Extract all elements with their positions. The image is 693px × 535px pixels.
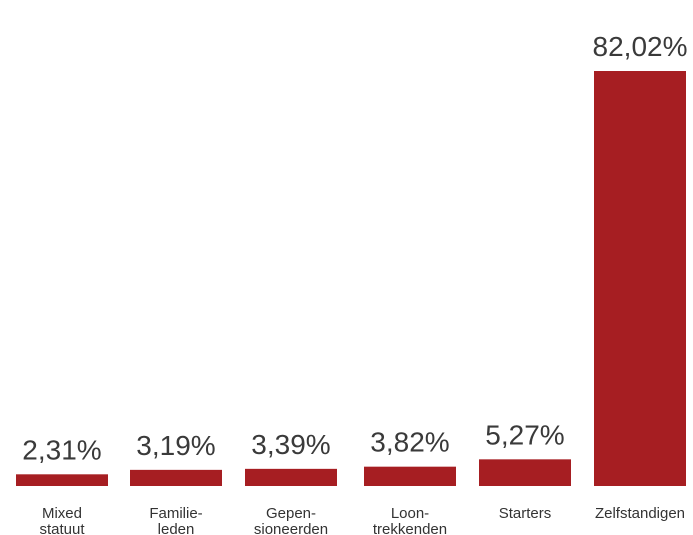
bar-0 [16, 474, 108, 486]
data-label-2: 3,39% [251, 429, 330, 460]
category-label-line: statuut [39, 521, 85, 535]
category-label-1: Familie-leden [149, 505, 202, 535]
category-label-0: Mixed statuut [39, 505, 85, 535]
category-label-line: sioneerden [254, 521, 328, 535]
category-label-line: Starters [499, 505, 552, 522]
category-label-line: Familie- [149, 505, 202, 522]
category-label-3: Loon-trekkenden [373, 505, 447, 535]
bar-1 [130, 469, 222, 486]
data-label-4: 5,27% [485, 419, 564, 450]
category-label-line: Mixed [42, 505, 82, 522]
category-label-4: Starters [499, 505, 552, 522]
data-label-5: 82,02% [593, 31, 688, 62]
data-label-0: 2,31% [22, 434, 101, 465]
bar-5 [594, 71, 686, 486]
category-label-line: Gepen- [266, 505, 316, 522]
category-label-5: Zelfstandigen [595, 505, 685, 522]
category-label-line: trekkenden [373, 521, 447, 535]
bar-4 [479, 459, 571, 486]
category-label-line: leden [158, 521, 195, 535]
bar-3 [364, 466, 456, 486]
data-label-1: 3,19% [136, 430, 215, 461]
bar-2 [245, 468, 337, 486]
data-label-3: 3,82% [370, 427, 449, 458]
category-label-line: Loon- [391, 505, 429, 522]
category-label-line: Zelfstandigen [595, 505, 685, 522]
category-label-2: Gepen-sioneerden [254, 505, 328, 535]
